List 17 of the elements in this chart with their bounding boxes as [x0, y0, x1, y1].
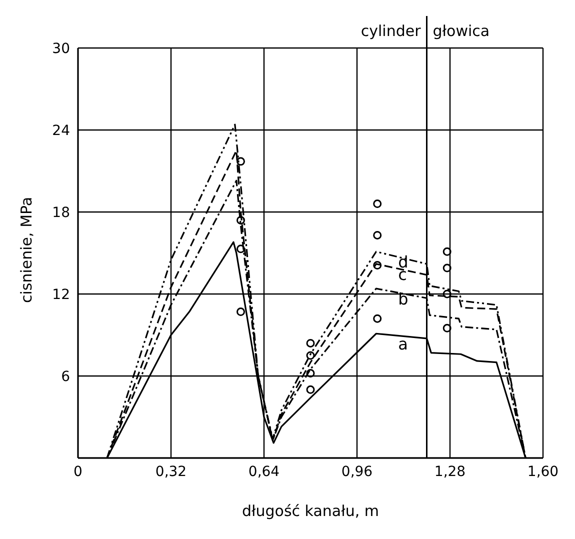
x-tick-label: 0,32 — [155, 464, 187, 480]
x-tick-label: 0,96 — [341, 464, 373, 480]
x-axis-title: długość kanału, m — [242, 502, 380, 520]
x-tick-label: 0,64 — [248, 464, 280, 480]
y-tick-label: 12 — [52, 286, 70, 303]
y-tick-label: 6 — [61, 368, 70, 385]
x-tick-label: 1,28 — [434, 464, 466, 480]
y-tick-label: 30 — [52, 40, 70, 57]
y-tick-label: 18 — [52, 204, 70, 221]
series-label: b — [398, 290, 408, 309]
annotation: cylinder — [360, 22, 422, 40]
y-tick-label: 24 — [52, 122, 70, 139]
y-axis-title: cisnienie, MPa — [17, 196, 36, 303]
annotation: głowica — [432, 22, 490, 40]
x-tick-label: 1,60 — [527, 464, 559, 480]
series-label: a — [398, 334, 408, 354]
x-tick-label: 0 — [74, 464, 82, 480]
